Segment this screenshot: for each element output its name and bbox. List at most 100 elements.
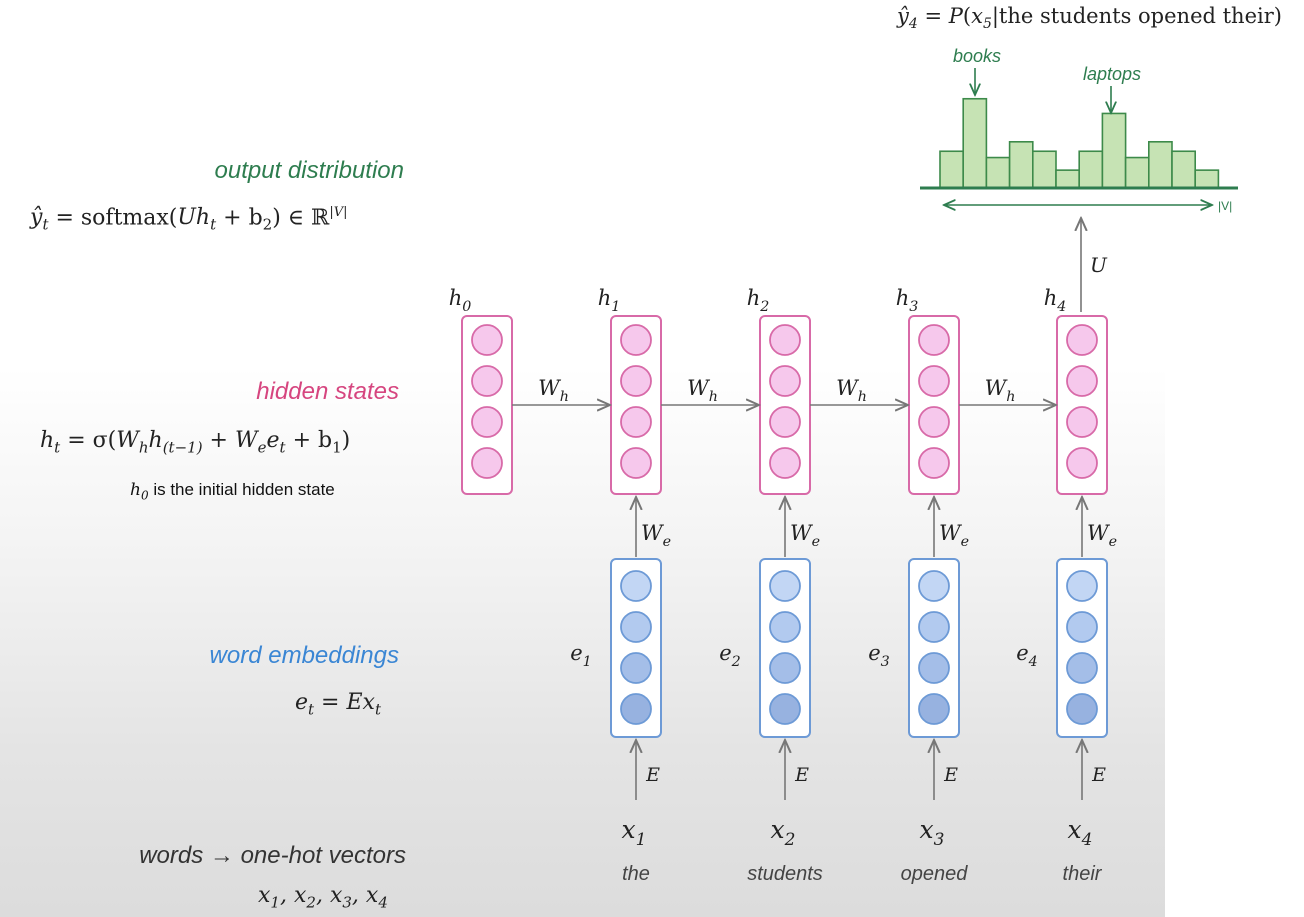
- initial-hidden-note: h0 is the initial hidden state: [130, 480, 335, 503]
- words-onehot-heading: words → one-hot vectors: [139, 842, 406, 869]
- output-histogram: [939, 97, 1220, 189]
- input-vector-label: x3: [920, 815, 945, 850]
- books-annotation: books: [953, 46, 1001, 66]
- embedding-matrix-label: E: [1091, 764, 1106, 786]
- embed-weight-label: We: [790, 521, 820, 550]
- histogram-bar: [1101, 112, 1127, 189]
- embedding-box: [610, 558, 662, 738]
- hidden-neuron: [769, 324, 801, 356]
- hidden-neuron: [471, 406, 503, 438]
- hidden-neuron: [620, 447, 652, 479]
- histogram-bar: [1008, 141, 1034, 189]
- hidden-neuron: [1066, 406, 1098, 438]
- hidden-neuron: [1066, 324, 1098, 356]
- embedding-neuron: [620, 611, 652, 643]
- hidden-state-label: h4: [1044, 286, 1067, 315]
- hidden-state-label: h2: [747, 286, 770, 315]
- embedding-neuron: [769, 611, 801, 643]
- output-weight-label: U: [1090, 253, 1108, 277]
- histogram-bar: [939, 150, 965, 189]
- embedding-matrix-label: E: [645, 764, 660, 786]
- hidden-neuron: [918, 406, 950, 438]
- embedding-label: e1: [570, 641, 592, 670]
- output-equation: ŷt = softmax(Uht + b2) ∈ ℝ|V|: [30, 205, 348, 234]
- hidden-neuron: [471, 447, 503, 479]
- embedding-neuron: [918, 611, 950, 643]
- top-probability-equation: ŷ4 = P(x5|the students opened their): [897, 4, 1282, 33]
- input-word: opened: [901, 863, 969, 885]
- embed-weight-label: We: [1087, 521, 1117, 550]
- hidden-neuron: [918, 365, 950, 397]
- recurrent-weight-label: Wh: [538, 376, 569, 405]
- embedding-neuron: [769, 693, 801, 725]
- hidden-neuron: [1066, 447, 1098, 479]
- embedding-neuron: [620, 652, 652, 684]
- histogram-bar: [1032, 150, 1057, 189]
- embedding-neuron: [1066, 652, 1098, 684]
- slide-margin: [1165, 370, 1304, 917]
- hidden-neuron: [1066, 365, 1098, 397]
- hidden-neuron: [471, 365, 503, 397]
- embedding-label: e4: [1016, 641, 1038, 670]
- input-word: their: [1063, 863, 1103, 885]
- hidden-neuron: [918, 447, 950, 479]
- hidden-state-label: h0: [449, 286, 472, 315]
- hidden-neuron: [769, 447, 801, 479]
- histogram-bar: [1078, 150, 1104, 189]
- histogram-bar: [1194, 169, 1220, 189]
- hidden-neuron: [620, 365, 652, 397]
- embedding-matrix-label: E: [794, 764, 809, 786]
- rnn-cells: [461, 315, 1108, 800]
- hidden-state-label: h1: [598, 286, 621, 315]
- histogram-bar: [1148, 141, 1173, 189]
- input-vector-label: x2: [771, 815, 796, 850]
- embedding-neuron: [620, 570, 652, 602]
- embedding-neuron: [620, 693, 652, 725]
- embedding-neuron: [1066, 570, 1098, 602]
- histogram-bar: [962, 97, 988, 189]
- input-vector-label: x4: [1068, 815, 1093, 850]
- hidden-neuron: [620, 406, 652, 438]
- input-vector-label: x1: [622, 815, 647, 850]
- embedding-neuron: [918, 693, 950, 725]
- vocab-size-label: |V|: [1218, 199, 1232, 213]
- input-word: students: [747, 863, 823, 885]
- rnn-labels: h0 h1 h2 h3 h4 Wh Wh Wh Wh e1 We Ex1 the e2 We Ex2 stude…: [449, 286, 1117, 885]
- embed-weight-label: We: [641, 521, 671, 550]
- word-embeddings-heading: word embeddings: [209, 642, 399, 669]
- output-distribution-heading: output distribution: [214, 157, 404, 184]
- hidden-neuron: [769, 406, 801, 438]
- embedding-neuron: [1066, 611, 1098, 643]
- hidden-equation: ht = σ(Whh(t−1) + Weet + b1): [40, 428, 351, 457]
- embedding-neuron: [918, 570, 950, 602]
- embedding-neuron: [769, 570, 801, 602]
- embedding-box: [908, 558, 960, 738]
- embedding-matrix-label: E: [943, 764, 958, 786]
- recurrent-weight-label: Wh: [985, 376, 1016, 405]
- embedding-label: e2: [719, 641, 741, 670]
- onehot-equation: x1, x2, x3, x4: [258, 883, 388, 912]
- recurrent-weight-label: Wh: [687, 376, 718, 405]
- hidden-state-label: h3: [896, 286, 919, 315]
- hidden-states-heading: hidden states: [256, 378, 399, 405]
- embedding-equation: et = Ext: [295, 690, 381, 719]
- embedding-neuron: [918, 652, 950, 684]
- embedding-neuron: [1066, 693, 1098, 725]
- hidden-neuron: [620, 324, 652, 356]
- histogram-bar: [1124, 156, 1150, 189]
- embedding-neuron: [769, 652, 801, 684]
- embedding-box: [759, 558, 811, 738]
- embedding-label: e3: [868, 641, 890, 670]
- embedding-box: [1056, 558, 1108, 738]
- histogram-bar: [1171, 150, 1197, 189]
- hidden-neuron: [471, 324, 503, 356]
- hidden-neuron: [918, 324, 950, 356]
- input-word: the: [622, 863, 650, 885]
- laptops-annotation: laptops: [1083, 64, 1141, 84]
- embed-weight-label: We: [939, 521, 969, 550]
- recurrent-weight-label: Wh: [836, 376, 867, 405]
- histogram-bar: [985, 156, 1011, 189]
- hidden-neuron: [769, 365, 801, 397]
- histogram-bar: [1055, 169, 1081, 189]
